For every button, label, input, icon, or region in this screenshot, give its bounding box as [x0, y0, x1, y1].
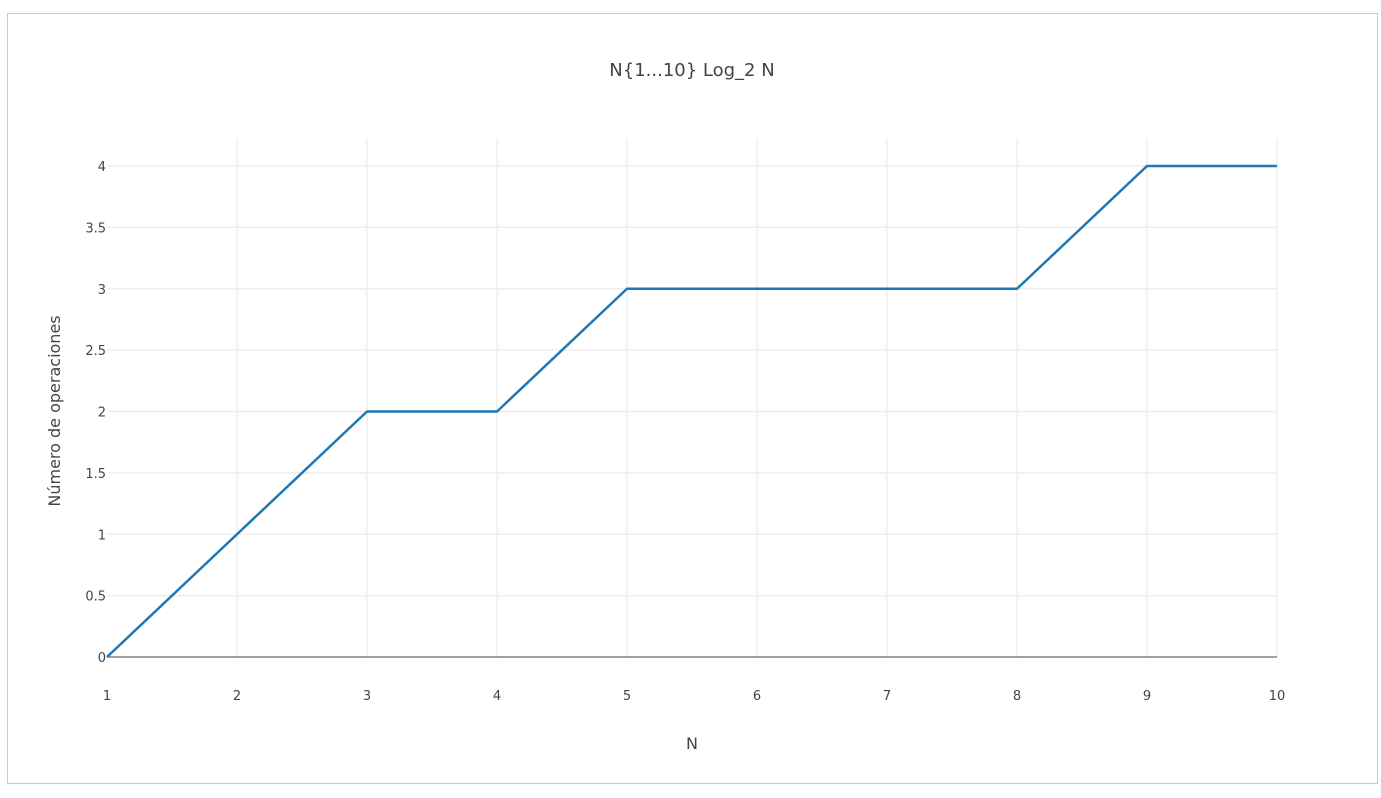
- y-axis-ticks: 0 0.5 1 1.5 2 2.5 3 3.5 4: [85, 160, 106, 666]
- y-gridlines: [107, 165, 1277, 597]
- y-tick-label: 0: [98, 651, 106, 666]
- y-tick-label: 1: [98, 528, 106, 543]
- y-tick-label: 3: [98, 283, 106, 298]
- y-tick-label: 2.5: [85, 344, 106, 359]
- y-tick-label: 0.5: [85, 590, 106, 605]
- y-tick-label: 4: [98, 160, 106, 175]
- series-line: [106, 164, 1277, 658]
- x-gridlines: [236, 138, 1278, 657]
- x-tick-label: 4: [493, 689, 501, 704]
- chart-title: N{1...10} Log_2 N: [609, 60, 774, 81]
- x-axis-title: N: [686, 734, 698, 753]
- x-tick-label: 1: [103, 689, 111, 704]
- x-tick-label: 8: [1013, 689, 1021, 704]
- chart-frame: [7, 13, 1378, 784]
- y-tick-label: 3.5: [85, 221, 106, 236]
- x-tick-label: 2: [233, 689, 241, 704]
- y-tick-label: 1.5: [85, 467, 106, 482]
- x-tick-label: 10: [1269, 689, 1286, 704]
- x-tick-label: 3: [363, 689, 371, 704]
- series-group: [106, 164, 1277, 658]
- x-tick-label: 5: [623, 689, 631, 704]
- y-axis-title: Número de operaciones: [45, 315, 64, 506]
- x-tick-label: 6: [753, 689, 761, 704]
- x-tick-label: 9: [1143, 689, 1151, 704]
- y-tick-label: 2: [98, 406, 106, 421]
- x-axis-ticks: 1 2 3 4 5 6 7 8 9 10: [103, 689, 1285, 704]
- x-tick-label: 7: [883, 689, 891, 704]
